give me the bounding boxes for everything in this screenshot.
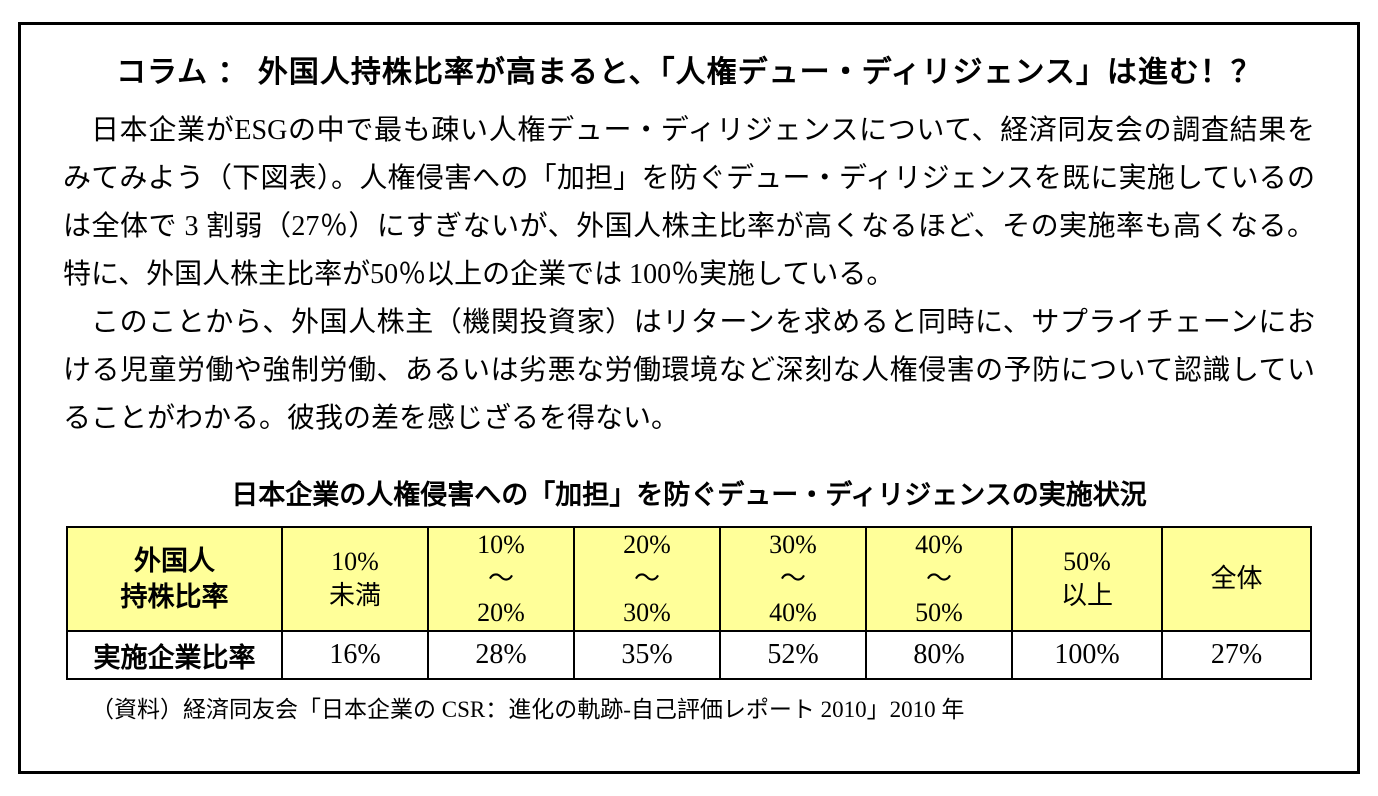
document-border-frame: コラム ： 外国人持株比率が高まると、「人権デュー・ディリジェンス」は進む！？ … [18,22,1360,774]
table-header-row: 外国人 持株比率 10% 未満 10% ～ 20% 20% ～ 30% 30% … [66,526,1312,632]
table-col-header-over-50: 50% 以上 [1011,526,1163,632]
paragraph-1: 日本企業がESGの中で最も疎い人権デュー・ディリジェンスについて、経済同友会の調… [63,115,1315,290]
due-diligence-table: 外国人 持株比率 10% 未満 10% ～ 20% 20% ～ 30% 30% … [66,526,1312,680]
table-data-row: 実施企業比率 16% 28% 35% 52% 80% 100% 27% [66,630,1312,680]
table-corner-header: 外国人 持株比率 [66,526,283,632]
table-col-header-40-50: 40% ～ 50% [865,526,1013,632]
source-note: （資料）経済同友会「日本企業の CSR：進化の軌跡-自己評価レポート 2010」… [91,697,965,722]
table-value-under-10: 16% [281,630,429,680]
table-col-header-20-30: 20% ～ 30% [573,526,721,632]
table-col-header-total: 全体 [1161,526,1312,632]
paragraph-2: このことから、外国人株主（機関投資家）はリターンを求めると同時に、サプライチェー… [63,307,1315,434]
table-value-total: 27% [1161,630,1312,680]
table-col-header-10-20: 10% ～ 20% [427,526,575,632]
table-title: 日本企業の人権侵害への「加担」を防ぐデュー・ディリジェンスの実施状況 [231,480,1147,510]
table-value-10-20: 28% [427,630,575,680]
table-col-header-30-40: 30% ～ 40% [719,526,867,632]
table-row-header: 実施企業比率 [66,630,283,680]
column-title: コラム ： 外国人持株比率が高まると、「人権デュー・ディリジェンス」は進む！？ [116,56,1262,89]
table-col-header-under-10: 10% 未満 [281,526,429,632]
table-value-30-40: 52% [719,630,867,680]
table-value-20-30: 35% [573,630,721,680]
table-value-over-50: 100% [1011,630,1163,680]
table-value-40-50: 80% [865,630,1013,680]
